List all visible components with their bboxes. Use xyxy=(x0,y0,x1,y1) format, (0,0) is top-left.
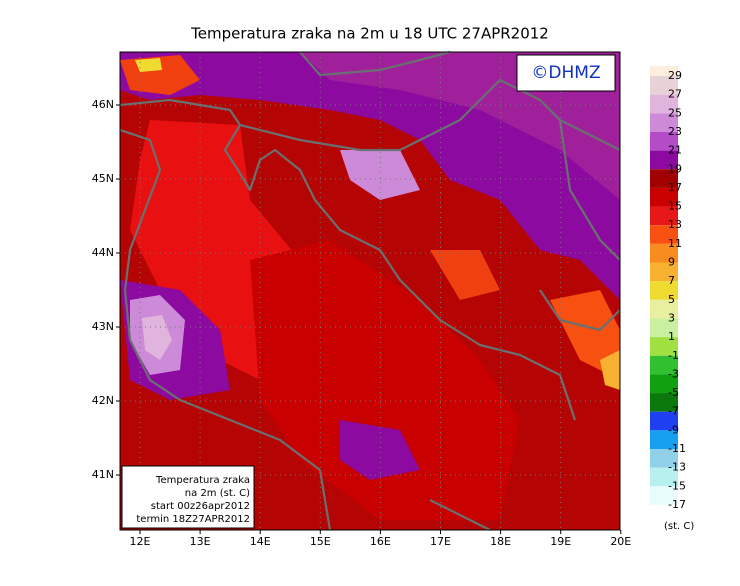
info-line: na 2m (st. C) xyxy=(185,488,250,499)
color-box xyxy=(650,299,678,319)
color-box xyxy=(650,187,678,207)
color-box xyxy=(650,486,678,505)
lon-label: 19E xyxy=(550,535,571,548)
colorbar-label: 27 xyxy=(668,88,682,101)
logo: ©DHMZ xyxy=(516,54,616,92)
color-box xyxy=(650,94,678,114)
colorbar-label: -13 xyxy=(668,461,686,474)
lon-label: 20E xyxy=(610,535,631,548)
info-line: Temperatura zraka xyxy=(155,475,250,486)
colorbar-label: 1 xyxy=(668,330,675,343)
lat-label: 43N xyxy=(92,320,114,333)
colorbar-label: 21 xyxy=(668,144,682,157)
colorbar-label: -1 xyxy=(668,349,679,362)
lon-label: 15E xyxy=(310,535,331,548)
info-box: Temperatura zraka na 2m (st. C) start 00z2… xyxy=(121,465,255,529)
lat-label: 41N xyxy=(92,468,114,481)
lon-label: 16E xyxy=(370,535,391,548)
lon-label: 13E xyxy=(190,535,211,548)
color-box xyxy=(650,504,678,515)
color-box xyxy=(650,449,678,468)
color-box xyxy=(650,281,678,300)
color-box xyxy=(650,150,678,170)
lon-label: 18E xyxy=(490,535,511,548)
color-box xyxy=(650,374,678,394)
colorbar-label: 3 xyxy=(668,311,675,324)
colorbar-label: 23 xyxy=(668,125,682,138)
color-box xyxy=(650,262,678,282)
lon-label: 17E xyxy=(430,535,451,548)
colorbar-label: 19 xyxy=(668,162,682,175)
color-box xyxy=(650,206,678,226)
color-box xyxy=(650,131,678,151)
colorbar-label: 5 xyxy=(668,293,675,306)
colorbar-label: 15 xyxy=(668,200,682,213)
color-box xyxy=(650,169,678,188)
colorbar-label: -7 xyxy=(668,405,679,418)
colorbar-unit: (st. C) xyxy=(664,521,694,532)
colorbar-label: 7 xyxy=(668,274,675,287)
colorbar: 29 27 25 23 21 19 17 15 13 11 9 7 5 3 1 -1 -3 -5 -7 -9 -11 -1… xyxy=(650,66,694,532)
color-box xyxy=(650,225,678,244)
lat-label: 45N xyxy=(92,172,114,185)
color-box xyxy=(650,411,678,431)
color-box xyxy=(650,337,678,356)
color-box xyxy=(650,393,678,412)
lon-label: 14E xyxy=(250,535,271,548)
colorbar-label: 17 xyxy=(668,181,682,194)
lat-label: 44N xyxy=(92,246,114,259)
colorbar-label: -17 xyxy=(668,498,686,511)
color-box xyxy=(650,113,678,132)
colorbar-label: 29 xyxy=(668,69,682,82)
coastlines xyxy=(119,50,621,531)
color-box xyxy=(650,430,678,449)
map-frame xyxy=(119,51,621,531)
info-line: start 00z26apr2012 xyxy=(151,501,250,512)
lat-label: 46N xyxy=(92,98,114,111)
color-box xyxy=(650,355,678,375)
lon-label: 12E xyxy=(130,535,151,548)
color-box xyxy=(650,467,678,487)
lat-label: 42N xyxy=(92,394,114,407)
color-box xyxy=(650,318,678,338)
colorbar-label: 11 xyxy=(668,237,682,250)
colorbar-label: -11 xyxy=(668,442,686,455)
color-box xyxy=(650,76,678,95)
colorbar-label: 25 xyxy=(668,106,682,119)
logo-text: ©DHMZ xyxy=(531,63,600,83)
colorbar-label: -9 xyxy=(668,423,679,436)
title: Temperatura zraka na 2m u 18 UTC 27APR20… xyxy=(190,25,549,43)
info-line: termin 18Z27APR2012 xyxy=(136,514,250,525)
graticule xyxy=(116,52,622,534)
colorbar-label: -15 xyxy=(668,479,686,492)
colorbar-label: -3 xyxy=(668,367,679,380)
colorbar-label: 9 xyxy=(668,256,675,269)
color-box xyxy=(650,66,678,76)
colorbar-label: -5 xyxy=(668,386,679,399)
color-box xyxy=(650,243,678,263)
colorbar-label: 13 xyxy=(668,218,682,231)
temperature-field xyxy=(120,52,620,530)
